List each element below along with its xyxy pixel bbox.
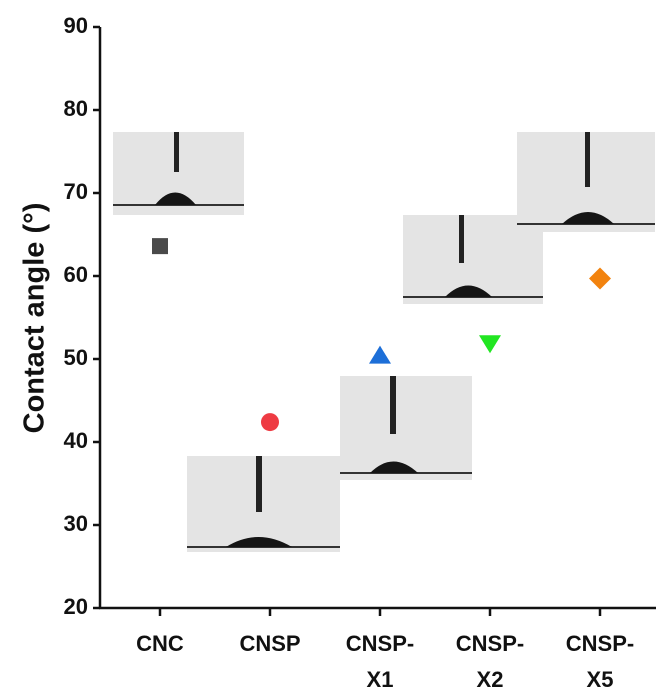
marker [261, 413, 279, 432]
marker [589, 267, 611, 290]
y-tick-label: 20 [64, 594, 88, 619]
y-tick-label: 30 [64, 511, 88, 536]
droplet-photo [517, 132, 655, 232]
y-tick-label: 80 [64, 96, 88, 121]
y-tick-label: 70 [64, 179, 88, 204]
y-tick-label: 60 [64, 262, 88, 287]
x-tick-label: CNC [136, 631, 184, 656]
y-tick-label: 50 [64, 345, 88, 370]
x-tick-label: CNSP-X2 [455, 631, 525, 692]
y-tick-label: 90 [64, 13, 88, 38]
droplet-photo [340, 376, 472, 480]
y-axis-label: Contact angle (°) [19, 203, 51, 434]
x-tick-label: CNSP-X1 [345, 631, 415, 692]
marker [479, 335, 501, 354]
x-tick-label: CNSP-X5 [565, 631, 635, 692]
marker [369, 345, 391, 364]
marker [152, 238, 168, 255]
droplet-photo [113, 132, 244, 215]
x-tick-label: CNSP [239, 631, 301, 656]
y-tick-label: 40 [64, 428, 88, 453]
droplet-photo [187, 456, 340, 552]
